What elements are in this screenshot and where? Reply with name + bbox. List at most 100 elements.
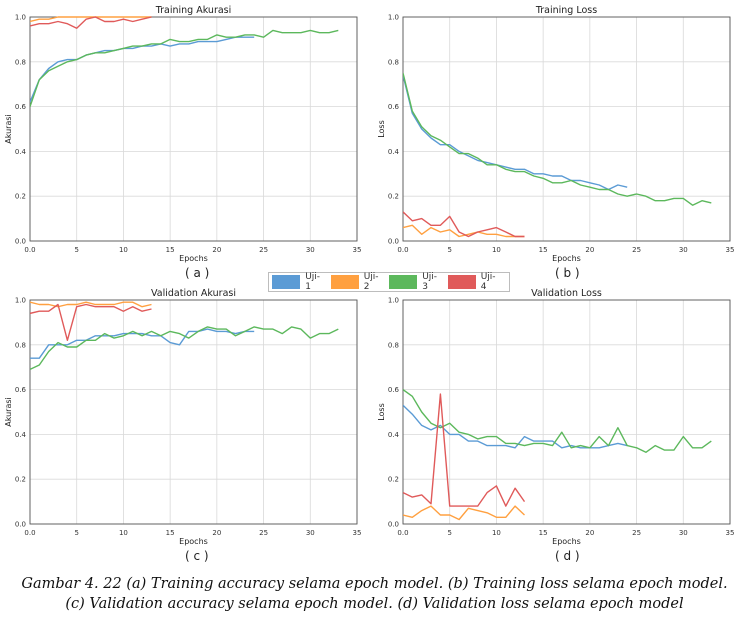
caption-line-1: Gambar 4. 22 (a) Training accuracy selam… — [21, 576, 728, 592]
chart-panel-4: 0.0 5 10 15 20 25 30 35 0.0 0.2 0.4 0.6 0.8 1.0 Valida… — [377, 288, 734, 546]
series-line-uji-1 — [403, 75, 628, 191]
y-tick-label: 1.0 — [15, 297, 26, 305]
y-tick-label: 0.6 — [15, 386, 27, 394]
plot-area — [403, 300, 730, 524]
series-group — [403, 389, 712, 521]
legend-swatch-uji-2 — [330, 275, 359, 289]
legend-item-uji-1: Uji-1 — [272, 272, 325, 292]
y-tick-label: 0.0 — [388, 238, 399, 246]
x-tick-label: 0.0 — [24, 246, 35, 254]
y-tick-label: 0.2 — [388, 476, 399, 484]
y-tick-label: 0.0 — [15, 521, 26, 529]
x-axis-label: Epochs — [179, 537, 208, 546]
series-line-uji-3 — [403, 72, 712, 206]
legend: Uji-1 Uji-2 Uji-3 Uji-4 — [268, 272, 510, 292]
panel-label-a: ( a ) — [185, 266, 210, 280]
y-tick-label: 0.6 — [388, 103, 400, 111]
y-tick-label: 0.0 — [388, 521, 399, 529]
series-line-uji-2 — [30, 16, 152, 23]
x-tick-label: 25 — [259, 529, 268, 537]
y-tick-label: 0.8 — [388, 341, 399, 349]
plot-area — [403, 17, 730, 241]
y-tick-label: 0.4 — [15, 431, 27, 439]
x-tick-label: 10 — [492, 246, 501, 254]
x-tick-label: 25 — [632, 246, 641, 254]
legend-swatch-uji-3 — [389, 275, 418, 289]
y-tick-label: 0.6 — [15, 103, 27, 111]
x-tick-label: 0.0 — [24, 529, 35, 537]
series-line-uji-3 — [30, 326, 339, 371]
x-tick-label: 25 — [259, 246, 268, 254]
chart-title: Training Akurasi — [155, 5, 232, 16]
y-axis-label: Loss — [377, 403, 386, 421]
x-tick-label: 35 — [353, 246, 362, 254]
x-tick-label: 30 — [306, 529, 315, 537]
x-tick-label: 20 — [585, 529, 594, 537]
plot-area — [30, 17, 357, 241]
figure-caption: Gambar 4. 22 (a) Training accuracy selam… — [0, 574, 749, 614]
y-axis-label: Akurasi — [4, 114, 13, 144]
caption-line-2: (c) Validation accuracy selama epoch mod… — [65, 596, 684, 612]
x-tick-label: 25 — [632, 529, 641, 537]
y-tick-label: 0.2 — [15, 476, 26, 484]
chart-panel-1: 0.0 5 10 15 20 25 30 35 0.0 0.2 0.4 0.6 0.8 1.0 Traini… — [4, 5, 361, 263]
x-tick-label: 20 — [212, 529, 221, 537]
x-tick-label: 0.0 — [397, 529, 408, 537]
y-tick-label: 0.0 — [15, 238, 26, 246]
y-tick-label: 1.0 — [15, 14, 26, 22]
x-tick-label: 5 — [447, 529, 451, 537]
axes-frame — [29, 299, 358, 525]
axes-frame — [29, 16, 358, 242]
x-tick-label: 35 — [353, 529, 362, 537]
x-tick-label: 15 — [166, 529, 175, 537]
x-tick-label: 20 — [585, 246, 594, 254]
y-tick-label: 0.4 — [15, 148, 27, 156]
x-tick-label: 10 — [119, 529, 128, 537]
series-line-uji-2 — [30, 301, 152, 308]
series-line-uji-4 — [30, 303, 152, 341]
x-tick-label: 35 — [726, 246, 735, 254]
x-tick-label: 30 — [679, 529, 688, 537]
x-axis-label: Epochs — [552, 537, 581, 546]
legend-item-uji-3: Uji-3 — [389, 272, 442, 292]
x-tick-label: 5 — [74, 529, 78, 537]
y-tick-label: 0.8 — [388, 58, 399, 66]
x-tick-label: 0.0 — [397, 246, 408, 254]
legend-label-uji-2: Uji-2 — [363, 272, 379, 292]
x-tick-label: 5 — [74, 246, 78, 254]
y-axis-label: Akurasi — [4, 397, 13, 427]
chart-title: Training Loss — [535, 5, 597, 16]
y-tick-label: 0.4 — [388, 431, 400, 439]
x-axis-label: Epochs — [552, 254, 581, 263]
axes-frame — [402, 299, 731, 525]
x-tick-label: 10 — [492, 529, 501, 537]
series-line-uji-1 — [30, 328, 255, 359]
series-group — [403, 72, 712, 238]
x-tick-label: 30 — [679, 246, 688, 254]
y-tick-label: 0.8 — [15, 58, 26, 66]
legend-swatch-uji-4 — [447, 275, 476, 289]
x-tick-label: 15 — [539, 246, 548, 254]
legend-label-uji-4: Uji-4 — [480, 272, 496, 292]
series-line-uji-3 — [403, 389, 712, 453]
series-group — [30, 301, 339, 371]
y-tick-label: 0.8 — [15, 341, 26, 349]
series-line-uji-4 — [403, 393, 526, 507]
x-tick-label: 20 — [212, 246, 221, 254]
panel-label-b: ( b ) — [555, 266, 580, 280]
series-line-uji-4 — [30, 16, 152, 29]
series-line-uji-2 — [403, 505, 525, 521]
legend-label-uji-3: Uji-3 — [422, 272, 438, 292]
y-tick-label: 1.0 — [388, 14, 399, 22]
series-line-uji-3 — [30, 29, 339, 107]
series-line-uji-4 — [403, 211, 525, 238]
y-tick-label: 1.0 — [388, 297, 399, 305]
y-axis-label: Loss — [377, 120, 386, 138]
chart-title: Validation Loss — [531, 288, 602, 299]
figure-canvas: 0.0 5 10 15 20 25 30 35 0.0 0.2 0.4 0.6 0.8 1.0 Traini… — [4, 5, 735, 546]
chart-panel-3: 0.0 5 10 15 20 25 30 35 0.0 0.2 0.4 0.6 0.8 1.0 Valida… — [4, 288, 361, 546]
legend-label-uji-1: Uji-1 — [305, 272, 321, 292]
series-line-uji-2 — [403, 224, 525, 238]
y-tick-label: 0.6 — [388, 386, 400, 394]
y-tick-label: 0.4 — [388, 148, 400, 156]
